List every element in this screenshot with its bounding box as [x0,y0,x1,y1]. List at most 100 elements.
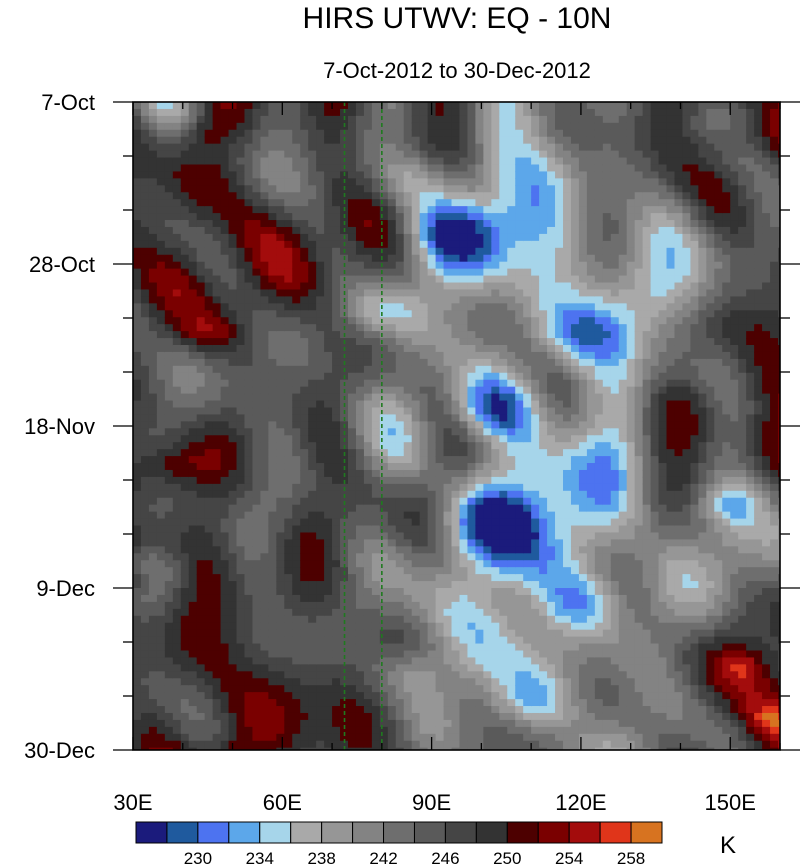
heatmap-cell [491,699,500,707]
heatmap-cell [419,261,429,270]
heatmap-cell [164,178,174,186]
heatmap-cell [475,574,484,582]
heatmap-cell [348,122,357,131]
heatmap-cell [355,317,365,325]
heatmap-cell [268,608,277,617]
heatmap-cell [491,581,500,589]
heatmap-cell [411,115,421,124]
heatmap-cell [276,588,285,596]
heatmap-cell [348,421,357,429]
heatmap-cell [260,601,269,610]
heatmap-cell [140,289,150,297]
heatmap-cell [220,469,230,478]
heatmap-cell [539,504,548,513]
heatmap-cell [148,414,158,422]
heatmap-cell [133,463,142,471]
heatmap-cell [148,247,158,256]
heatmap-cell [204,497,214,506]
heatmap-cell [316,490,325,499]
heatmap-cell [443,157,453,166]
heatmap-cell [539,456,548,464]
heatmap-cell [499,143,508,152]
heatmap-cell [332,296,341,304]
heatmap-cell [236,136,246,145]
heatmap-cell [252,719,262,728]
heatmap-cell [308,469,317,478]
heatmap-cell [308,657,317,665]
heatmap-cell [475,303,484,311]
heatmap-cell [379,289,389,297]
heatmap-cell [300,407,309,416]
heatmap-cell [491,358,500,367]
heatmap-cell [196,608,206,617]
heatmap-cell [188,206,198,214]
heatmap-cell [133,317,142,325]
heatmap-cell [355,504,365,513]
heatmap-cell [395,199,405,207]
heatmap-cell [260,671,269,679]
heatmap-cell [467,692,477,700]
heatmap-cell [523,289,532,297]
heatmap-cell [435,706,445,714]
heatmap-cell [403,233,413,242]
heatmap-cell [348,303,357,311]
heatmap-cell [308,483,317,492]
heatmap-cell [284,608,293,617]
heatmap-cell [340,650,349,659]
heatmap-cell [539,199,548,207]
heatmap-cell [172,539,182,547]
heatmap-cell [523,546,532,554]
heatmap-cell [555,136,564,145]
heatmap-cell [459,699,469,707]
heatmap-cell [483,664,492,672]
heatmap-cell [427,504,437,513]
heatmap-cell [308,699,317,707]
heatmap-cell [507,546,516,554]
heatmap-cell [172,157,182,166]
heatmap-cell [348,310,357,318]
heatmap-cell [188,164,198,173]
heatmap-cell [459,456,469,464]
heatmap-cell [387,206,397,214]
heatmap-cell [387,657,397,665]
heatmap-cell [220,650,230,659]
heatmap-cell [276,428,285,436]
heatmap-cell [411,414,421,422]
heatmap-cell [292,393,301,402]
heatmap-cell [387,358,397,367]
heatmap-cell [212,102,222,110]
heatmap-cell [507,407,516,416]
heatmap-cell [491,254,500,263]
heatmap-cell [300,102,309,110]
heatmap-cell [363,678,373,686]
heatmap-cell [244,254,254,263]
heatmap-cell [316,233,325,242]
heatmap-cell [475,567,484,575]
heatmap-cell [443,553,453,561]
heatmap-cell [363,504,373,513]
heatmap-cell [467,449,477,457]
heatmap-cell [435,449,445,457]
heatmap-cell [332,102,341,110]
heatmap-cell [547,372,556,381]
heatmap-cell [363,185,373,193]
heatmap-cell [204,136,214,145]
heatmap-cell [507,275,516,284]
heatmap-cell [236,226,246,235]
heatmap-cell [451,733,461,742]
heatmap-cell [340,588,349,596]
heatmap-cell [332,699,341,707]
heatmap-cell [523,331,532,339]
heatmap-cell [507,560,516,568]
heatmap-cell [539,449,548,457]
heatmap-cell [284,282,293,291]
heatmap-cell [443,490,453,499]
heatmap-cell [188,192,198,200]
heatmap-cell [133,289,142,297]
heatmap-cell [379,740,389,749]
heatmap-cell [292,442,301,450]
heatmap-cell [379,650,389,659]
heatmap-cell [403,442,413,450]
heatmap-cell [156,386,166,395]
heatmap-cell [467,601,477,610]
